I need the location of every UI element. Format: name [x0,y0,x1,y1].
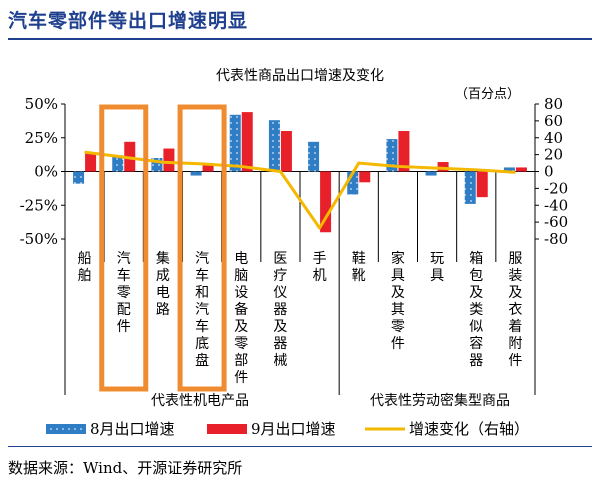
right-tick-label: 0 [544,163,554,181]
highlight-box [99,104,149,392]
bar-sep [163,148,175,172]
bar-aug [229,114,241,172]
chart-title: 代表性商品出口增速及变化 [216,68,384,84]
source-note: 数据来源：Wind、开源证券研究所 [8,459,243,477]
bar-sep [476,171,488,198]
category-label: 船舶 [78,251,92,284]
right-tick-label: 60 [544,112,563,130]
highlight-boxes [99,104,227,392]
bar-aug [151,158,163,172]
bar-aug [308,141,320,172]
bar-aug [425,171,437,176]
category-label: 汽车零配件 [117,251,131,335]
legend-label-sep: 9月出口增速 [251,420,336,438]
left-tick-label: -50% [20,230,58,248]
legend-label-aug: 8月出口增速 [90,420,175,438]
category-label: 玩具 [430,251,444,284]
right-tick-label: 20 [544,146,563,164]
right-tick-label: 80 [544,95,563,113]
bar-sep [359,171,371,183]
change-series-line [84,150,516,230]
right-tick-label: -80 [544,230,568,248]
left-tick-label: -25% [20,196,58,214]
axis-lines [64,104,536,395]
legend: 8月出口增速 9月出口增速 增速变化（右轴） [46,420,529,438]
left-tick-label: 0% [34,163,58,181]
bar-aug [347,171,359,195]
right-axis-unit: （百分点） [455,87,520,102]
category-label: 电脑设备及零部件 [234,251,248,386]
bar-aug [386,139,398,172]
category-label: 鞋靴 [352,251,366,284]
category-label: 集成电路 [156,250,170,318]
right-tick-label: -60 [544,213,568,231]
bar-sep [320,171,332,233]
bar-sep [515,167,527,172]
page-title: 汽车零部件等出口增速明显 [8,10,249,32]
bar-sep [241,112,253,172]
category-label: 服装及衣着附件 [508,251,522,369]
left-tick-label: 25% [25,129,58,147]
right-tick-label: 40 [544,129,563,147]
bar-aug [112,155,124,172]
bar-sep [202,163,214,172]
category-label: 汽车和汽车底盘 [195,251,209,369]
category-label: 箱包及类似容器 [469,251,483,369]
chart-canvas: 代表性商品出口增速及变化 （百分点） 50% 25% 0% -25% -50% 80604… [20,68,569,438]
group-labels: 代表性机电产品 代表性劳动密集型商品 [151,392,510,409]
legend-swatch-sep [207,424,247,434]
source-divider [8,446,592,447]
bar-aug [190,171,202,176]
group-label-labor: 代表性劳动密集型商品 [370,392,510,409]
change-line [84,150,516,230]
bar-aug [503,167,515,172]
bar-sep [280,131,292,172]
bar-aug [464,171,476,204]
group-label-electromech: 代表性机电产品 [151,393,249,409]
right-tick-label: -20 [544,179,568,197]
category-label: 家具及其零件 [391,250,405,352]
bars [73,112,527,233]
bar-sep [398,131,410,172]
category-label: 手机 [313,251,327,284]
legend-swatch-aug [46,424,86,434]
title-divider [8,38,592,40]
bar-sep [437,162,449,172]
bar-aug [73,171,85,184]
legend-label-change: 增速变化（右轴） [409,420,529,438]
highlight-box [177,104,227,392]
category-label: 医疗仪器及器械 [273,251,287,369]
bar-sep [85,152,97,172]
bar-aug [268,120,280,172]
right-tick-label: -40 [544,196,568,214]
left-tick-label: 50% [25,95,58,113]
